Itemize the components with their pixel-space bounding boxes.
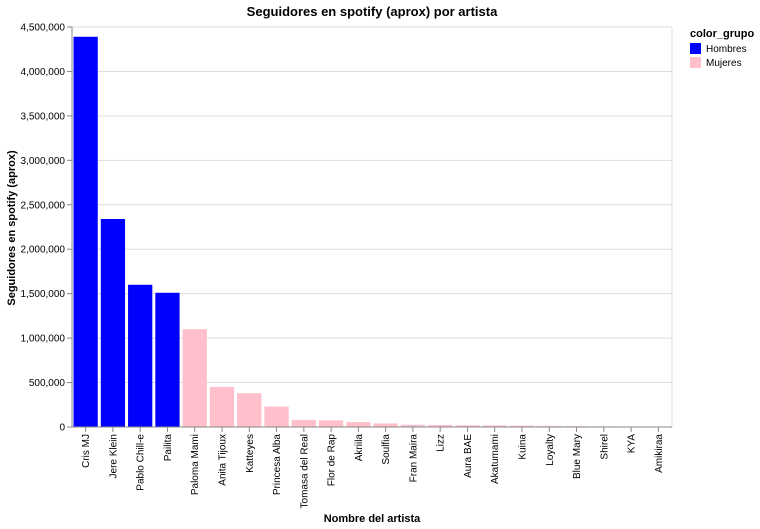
legend-title: color_grupo (690, 28, 754, 40)
chart-title: Seguidores en spotify (aprox) por artist… (247, 4, 498, 19)
bar-pailita (155, 292, 180, 427)
bar-flor-de-rap (318, 420, 344, 427)
bar-jere-klein (100, 219, 126, 427)
x-tick-label: Pablo Chill-e (136, 434, 147, 491)
x-tick-label: Flor de Rap (327, 434, 338, 487)
x-tick-label: Blue Mary (572, 434, 583, 479)
x-tick-label: Princesa Alba (272, 434, 283, 496)
bar-katteyes (237, 393, 262, 427)
y-axis-title: Seguidores en spotify (aprox) (6, 150, 18, 306)
bar-akriila (346, 422, 371, 427)
bar-soulfia (373, 423, 398, 427)
legend-swatch-hombres (690, 43, 701, 54)
y-tick-label: 1,500,000 (21, 289, 66, 300)
x-tick-label: Fran Maira (408, 434, 419, 483)
y-tick-label: 500,000 (29, 378, 66, 389)
y-tick-label: 1,000,000 (21, 334, 66, 345)
legend-label-mujeres: Mujeres (706, 58, 742, 69)
bars (73, 36, 671, 428)
x-tick-label: Lizz (436, 434, 447, 452)
bar-loyalty (537, 425, 562, 427)
x-tick-label: KYA (627, 434, 638, 454)
x-tick-label: Kuina (518, 434, 529, 460)
x-tick-label: Loyalty (545, 434, 556, 466)
x-axis: Cris MJ Jere Klein Pablo Chill-e Pailita Pal… (72, 426, 672, 508)
legend-label-hombres: Hombres (706, 44, 747, 55)
bar-pablo-chill-e (128, 284, 153, 427)
bar-cris-mj (73, 36, 98, 428)
x-tick-label: Pailita (163, 434, 174, 462)
bar-princesa-alba (264, 406, 289, 427)
y-tick-label: 2,000,000 (21, 245, 66, 256)
y-axis: 0 500,000 1,000,000 1,500,000 2,000,000 2,500… (21, 23, 73, 434)
x-tick-label: Akriila (354, 434, 365, 462)
x-tick-label: Tomasa del Real (299, 434, 310, 508)
bar-tomasa-del-real (291, 419, 316, 427)
x-tick-label: Amikiraa (654, 434, 665, 473)
y-tick-label: 0 (59, 423, 65, 434)
y-tick-label: 4,500,000 (21, 23, 66, 34)
legend-swatch-mujeres (690, 57, 701, 68)
x-axis-title: Nombre del artista (324, 513, 421, 525)
x-tick-label: Soulfia (381, 434, 392, 465)
x-tick-label: Aura BAE (463, 434, 474, 478)
bar-aura-bae (455, 425, 480, 427)
bar-paloma-mami (182, 329, 207, 427)
x-tick-label: Jere Klein (108, 434, 119, 478)
bar-akatumami (482, 425, 507, 427)
y-tick-label: 4,000,000 (21, 67, 66, 78)
x-tick-label: Anita Tijoux (218, 434, 229, 486)
x-tick-label: Akatumami (490, 434, 501, 484)
legend: color_grupo Hombres Mujeres (690, 28, 754, 69)
y-tick-label: 3,000,000 (21, 156, 66, 167)
y-tick-label: 3,500,000 (21, 111, 66, 122)
bar-kuina (509, 425, 535, 427)
x-tick-label: Katteyes (245, 434, 256, 473)
bar-anita-tijoux (209, 387, 235, 427)
x-tick-label: Paloma Mami (190, 434, 201, 495)
y-tick-label: 2,500,000 (21, 200, 66, 211)
bar-lizz (428, 425, 453, 427)
x-tick-label: Cris MJ (81, 434, 92, 468)
bar-fran-maira (400, 424, 426, 427)
x-tick-label: Shirel (599, 434, 610, 460)
